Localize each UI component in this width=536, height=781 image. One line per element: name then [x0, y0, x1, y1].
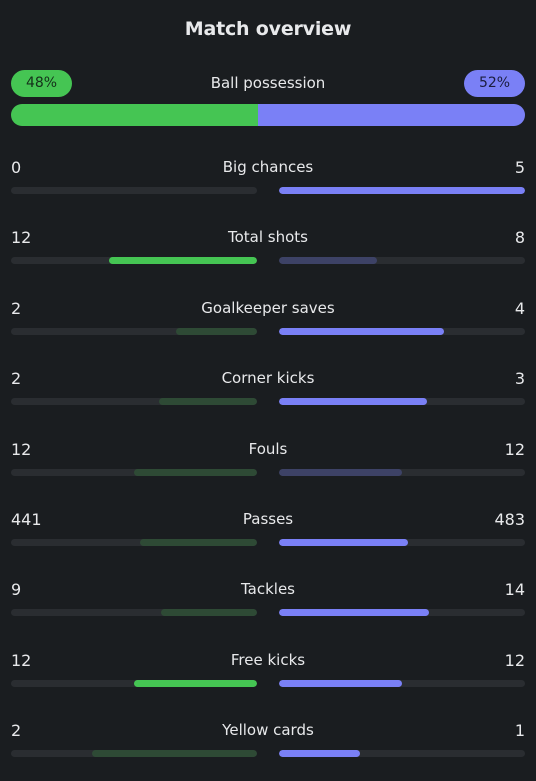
away-stat-value: 3: [514, 369, 525, 388]
away-stat-value: 5: [514, 158, 525, 177]
stat-row: Big chances 0 5: [11, 158, 525, 198]
page-title: Match overview: [184, 18, 352, 40]
away-possession-segment: [257, 104, 525, 126]
stat-name: Fouls: [248, 440, 288, 458]
away-stat-bar: [279, 328, 525, 335]
away-stat-bar: [279, 187, 525, 194]
home-stat-bar: [11, 187, 257, 194]
home-stat-bar-fill: [134, 680, 257, 687]
away-stat-bar: [279, 609, 525, 616]
away-stat-bar-fill: [279, 257, 377, 264]
away-stat-value: 4: [514, 299, 525, 318]
home-stat-bar: [11, 328, 257, 335]
home-stat-bar-fill: [140, 539, 257, 546]
away-stat-bar-fill: [279, 539, 408, 546]
away-stat-bar-fill: [279, 680, 402, 687]
home-stat-bar: [11, 469, 257, 476]
away-stat-bar: [279, 539, 525, 546]
home-stat-bar: [11, 750, 257, 757]
away-stat-value: 12: [504, 651, 525, 670]
stat-name: Goalkeeper saves: [201, 299, 335, 317]
away-stat-bar-fill: [279, 609, 429, 616]
away-stat-value: 1: [514, 721, 525, 740]
stat-row: Free kicks 12 12: [11, 651, 525, 691]
home-stat-bar: [11, 609, 257, 616]
home-stat-value: 12: [11, 651, 32, 670]
stat-row: Fouls 12 12: [11, 440, 525, 480]
home-stat-bar-fill: [161, 609, 257, 616]
stat-name: Total shots: [228, 228, 308, 246]
stat-row: Tackles 9 14: [11, 580, 525, 620]
home-stat-bar-fill: [134, 469, 257, 476]
home-stat-value: 9: [11, 580, 22, 599]
away-stat-bar: [279, 469, 525, 476]
home-stat-bar-fill: [176, 328, 257, 335]
away-stat-value: 8: [514, 228, 525, 247]
home-stat-value: 12: [11, 440, 32, 459]
possession-bar: [11, 104, 525, 126]
away-stat-value: 12: [504, 440, 525, 459]
possession-label: Ball possession: [210, 74, 326, 92]
stat-row: Goalkeeper saves 2 4: [11, 299, 525, 339]
home-stat-value: 12: [11, 228, 32, 247]
away-stat-bar: [279, 257, 525, 264]
away-stat-bar: [279, 398, 525, 405]
away-stat-bar-fill: [279, 398, 427, 405]
home-stat-bar: [11, 398, 257, 405]
home-possession-badge: 48%: [11, 70, 72, 97]
home-stat-bar-fill: [92, 750, 257, 757]
stat-row: Total shots 12 8: [11, 228, 525, 268]
stat-name: Tackles: [240, 580, 296, 598]
away-possession-badge: 52%: [464, 70, 525, 97]
home-stat-bar-fill: [159, 398, 257, 405]
away-stat-value: 483: [494, 510, 525, 529]
home-stat-bar: [11, 680, 257, 687]
stat-name: Yellow cards: [222, 721, 314, 739]
stat-row: Yellow cards 2 1: [11, 721, 525, 761]
away-stat-bar: [279, 680, 525, 687]
home-stat-value: 2: [11, 721, 22, 740]
home-stat-bar-fill: [109, 257, 257, 264]
stat-row: Passes 441 483: [11, 510, 525, 550]
home-stat-bar: [11, 257, 257, 264]
home-stat-value: 0: [11, 158, 22, 177]
away-stat-bar: [279, 750, 525, 757]
home-stat-bar: [11, 539, 257, 546]
stat-row: Corner kicks 2 3: [11, 369, 525, 409]
home-possession-segment: [11, 104, 258, 126]
stat-name: Big chances: [222, 158, 314, 176]
away-stat-bar-fill: [279, 750, 360, 757]
stat-name: Corner kicks: [221, 369, 315, 387]
home-stat-value: 2: [11, 369, 22, 388]
away-stat-bar-fill: [279, 187, 525, 194]
home-stat-value: 2: [11, 299, 22, 318]
home-stat-value: 441: [11, 510, 42, 529]
stat-name: Passes: [242, 510, 294, 528]
away-stat-value: 14: [504, 580, 525, 599]
away-stat-bar-fill: [279, 328, 444, 335]
away-stat-bar-fill: [279, 469, 402, 476]
possession-header: 48% Ball possession 52%: [11, 70, 525, 98]
stat-name: Free kicks: [230, 651, 306, 669]
